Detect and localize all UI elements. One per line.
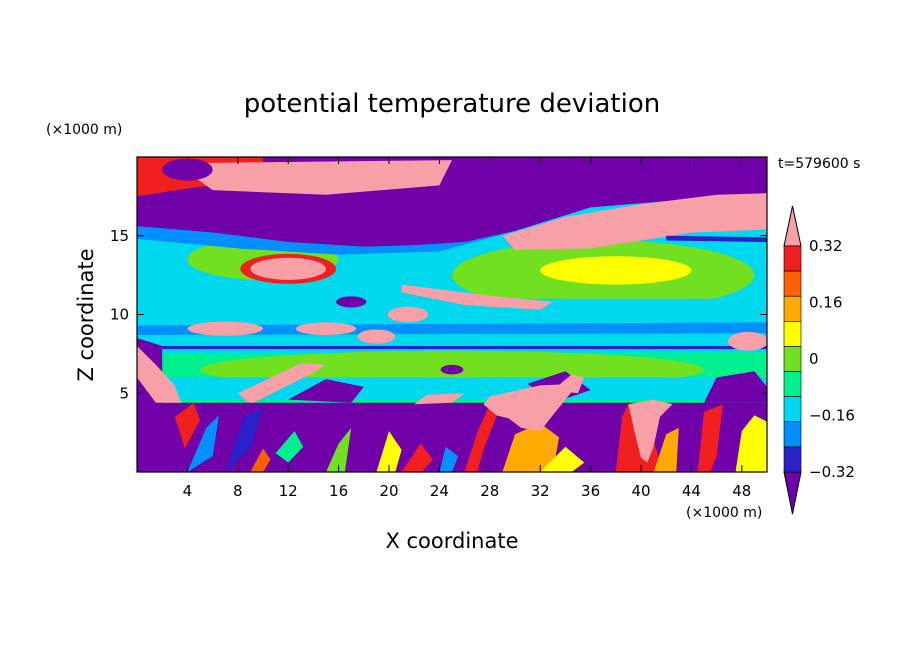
colorbar-extend-max [783,205,802,247]
y-tick-label: 15 [110,227,129,245]
contour-region [137,346,767,350]
x-tick-label: 28 [480,482,499,500]
contour-region [225,407,263,472]
contour-region [704,371,767,403]
contour-region [137,322,767,335]
contour-region [653,427,679,472]
contour-region [376,431,402,472]
contour-region [727,331,767,351]
colorbar-tick-label: 0.32 [809,237,842,255]
x-tick-label: 48 [732,482,751,500]
x-tick-label: 20 [379,482,398,500]
contour-region [502,193,767,250]
y-axis: 5 10 15 [110,227,767,402]
contour-region [540,256,692,285]
contour-region [137,226,515,255]
x-tick-label: 8 [233,482,243,500]
contour-region [295,322,357,335]
contour-region [357,329,396,344]
contour-region [237,363,326,405]
contour-region [162,158,213,181]
colorbar-box [783,346,802,372]
contour-region [250,448,271,472]
x-tick-label: 4 [183,482,193,500]
contour-region [697,404,723,472]
contour-region [137,377,767,400]
colorbar-box [783,446,802,473]
contour-region [440,364,464,375]
y-tick-label: 10 [110,306,129,324]
contour-region [187,321,263,336]
contour-region [137,346,182,403]
colorbar-box [783,270,802,297]
contour-region [288,379,364,403]
contour-region [464,401,503,472]
colorbar-box [783,396,802,423]
x-axis: 4 8 12 16 20 24 28 32 36 40 44 48 [183,157,751,500]
contour-region [483,383,578,432]
contour-region [540,446,585,472]
colorbar-box [783,421,802,448]
contour-region [666,235,767,243]
contour-region [628,399,673,463]
y-axis-title: Z coordinate [74,248,98,381]
contour-region [326,427,352,472]
contour-region [336,296,367,308]
colorbar-box [783,321,802,347]
y-unit-label: (×1000 m) [46,122,122,138]
colorbar-box [783,245,802,272]
colorbar-tick-label: −0.32 [809,463,855,481]
y-tick-label: 5 [119,384,129,402]
contour-region [401,443,434,472]
x-unit-label: (×1000 m) [686,505,762,521]
x-axis-title: X coordinate [385,529,518,553]
contour-region [187,415,219,472]
contour-region [439,446,459,472]
x-tick-label: 32 [531,482,550,500]
x-tick-label: 44 [682,482,701,500]
x-tick-label: 40 [631,482,650,500]
colorbar: 0.32 0.16 0 −0.16 −0.32 [783,205,855,515]
contour-region [387,306,429,323]
contour-region [502,423,560,472]
contour-region [401,284,553,310]
contour-region [552,374,585,394]
colorbar-box [783,295,802,322]
x-tick-label: 12 [279,482,298,500]
contour-region [137,298,767,328]
x-tick-label: 24 [430,482,449,500]
chart-title: potential temperature deviation [244,89,660,119]
contour-region [174,160,453,195]
colorbar-tick-label: 0.16 [809,294,842,312]
time-label: t=579600 s [778,156,860,172]
colorbar-extend-min [783,471,802,515]
contour-region [174,402,200,449]
contour-field [137,157,767,472]
contour-region [275,431,304,463]
contour-region [250,257,326,280]
x-tick-label: 36 [581,482,600,500]
colorbar-tick-label: 0 [809,350,819,368]
contour-region [735,415,767,472]
contour-region [414,393,465,405]
colorbar-box [783,371,802,397]
x-tick-label: 16 [329,482,348,500]
colorbar-tick-label: −0.16 [809,407,855,425]
